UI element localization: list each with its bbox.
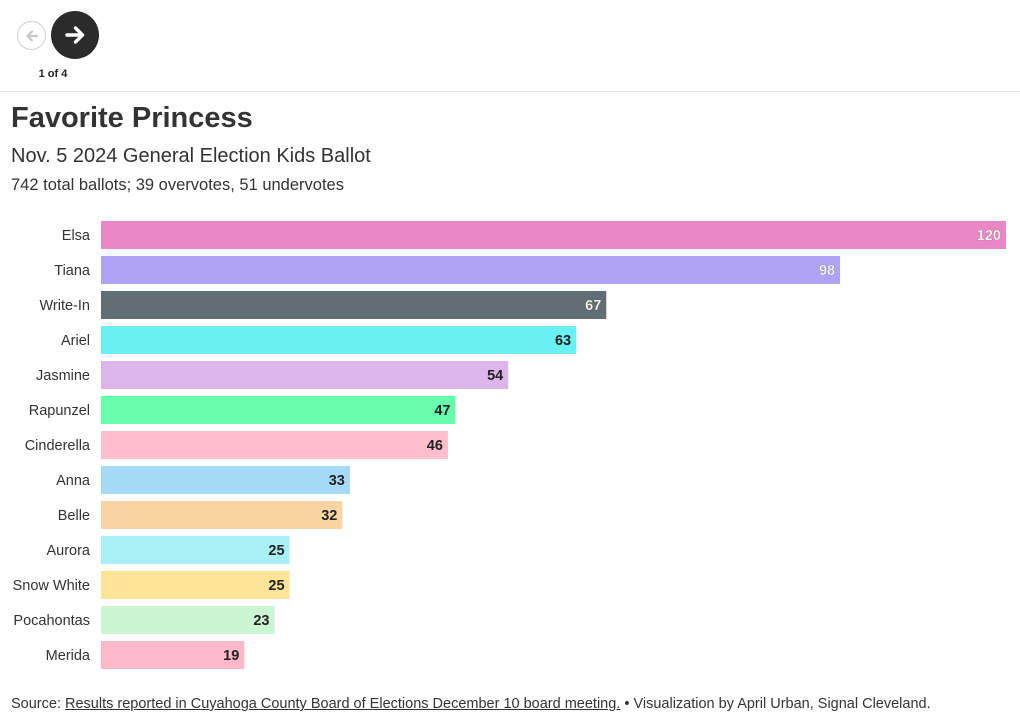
source-link[interactable]: Results reported in Cuyahoga County Boar… bbox=[65, 696, 621, 712]
bar-ariel bbox=[101, 326, 577, 354]
category-label: Rapunzel bbox=[29, 403, 90, 419]
category-label: Aurora bbox=[46, 543, 90, 559]
previous-button[interactable] bbox=[17, 21, 46, 50]
bar-tiana bbox=[101, 256, 841, 284]
bar-cinderella bbox=[101, 431, 448, 459]
chart-footer: Source: Results reported in Cuyahoga Cou… bbox=[11, 696, 931, 712]
bar-aurora bbox=[101, 536, 290, 564]
category-label: Belle bbox=[58, 508, 90, 524]
value-label: 63 bbox=[555, 333, 571, 349]
category-label: Snow White bbox=[13, 578, 90, 594]
category-label: Anna bbox=[56, 473, 91, 489]
bar-merida bbox=[101, 641, 245, 669]
value-label: 19 bbox=[223, 648, 239, 664]
bar-pocahontas bbox=[101, 606, 275, 634]
category-label: Jasmine bbox=[36, 368, 90, 384]
category-label: Tiana bbox=[54, 263, 91, 279]
category-label: Cinderella bbox=[25, 438, 91, 454]
bar-snow-white bbox=[101, 571, 290, 599]
arrow-right-icon bbox=[65, 26, 85, 44]
value-label: 33 bbox=[329, 473, 345, 489]
value-label: 120 bbox=[977, 228, 1001, 244]
bar-chart: Elsa 120 Tiana 98 Write-In 67 Ariel 63 Jasmine 54… bbox=[13, 221, 1006, 669]
value-label: 47 bbox=[434, 403, 450, 419]
next-button[interactable] bbox=[51, 11, 99, 59]
credit-text: • Visualization by April Urban, Signal C… bbox=[620, 696, 931, 712]
chart-note: 742 total ballots; 39 overvotes, 51 unde… bbox=[11, 176, 344, 194]
value-label: 32 bbox=[321, 508, 337, 524]
value-label: 46 bbox=[427, 438, 443, 454]
chart-title: Favorite Princess bbox=[11, 102, 253, 134]
page-indicator: 1 of 4 bbox=[38, 68, 68, 80]
category-label: Pocahontas bbox=[13, 613, 90, 629]
bar-write-in bbox=[101, 291, 607, 319]
value-label: 25 bbox=[268, 543, 284, 559]
top-navigation-bar: 1 of 4 bbox=[0, 0, 1020, 92]
bar-belle bbox=[101, 501, 343, 529]
value-label: 98 bbox=[819, 263, 835, 279]
category-label: Elsa bbox=[62, 228, 91, 244]
bar-elsa bbox=[101, 221, 1006, 249]
bar-jasmine bbox=[101, 361, 509, 389]
value-label: 23 bbox=[253, 613, 269, 629]
category-label: Write-In bbox=[40, 298, 91, 314]
chart-subtitle: Nov. 5 2024 General Election Kids Ballot bbox=[11, 145, 371, 167]
source-prefix: Source: bbox=[11, 696, 65, 712]
value-label: 67 bbox=[585, 298, 601, 314]
value-label: 25 bbox=[268, 578, 284, 594]
bar-anna bbox=[101, 466, 350, 494]
arrow-left-icon bbox=[25, 29, 38, 42]
value-label: 54 bbox=[487, 368, 503, 384]
bar-rapunzel bbox=[101, 396, 456, 424]
category-label: Merida bbox=[46, 648, 91, 664]
category-label: Ariel bbox=[61, 333, 90, 349]
